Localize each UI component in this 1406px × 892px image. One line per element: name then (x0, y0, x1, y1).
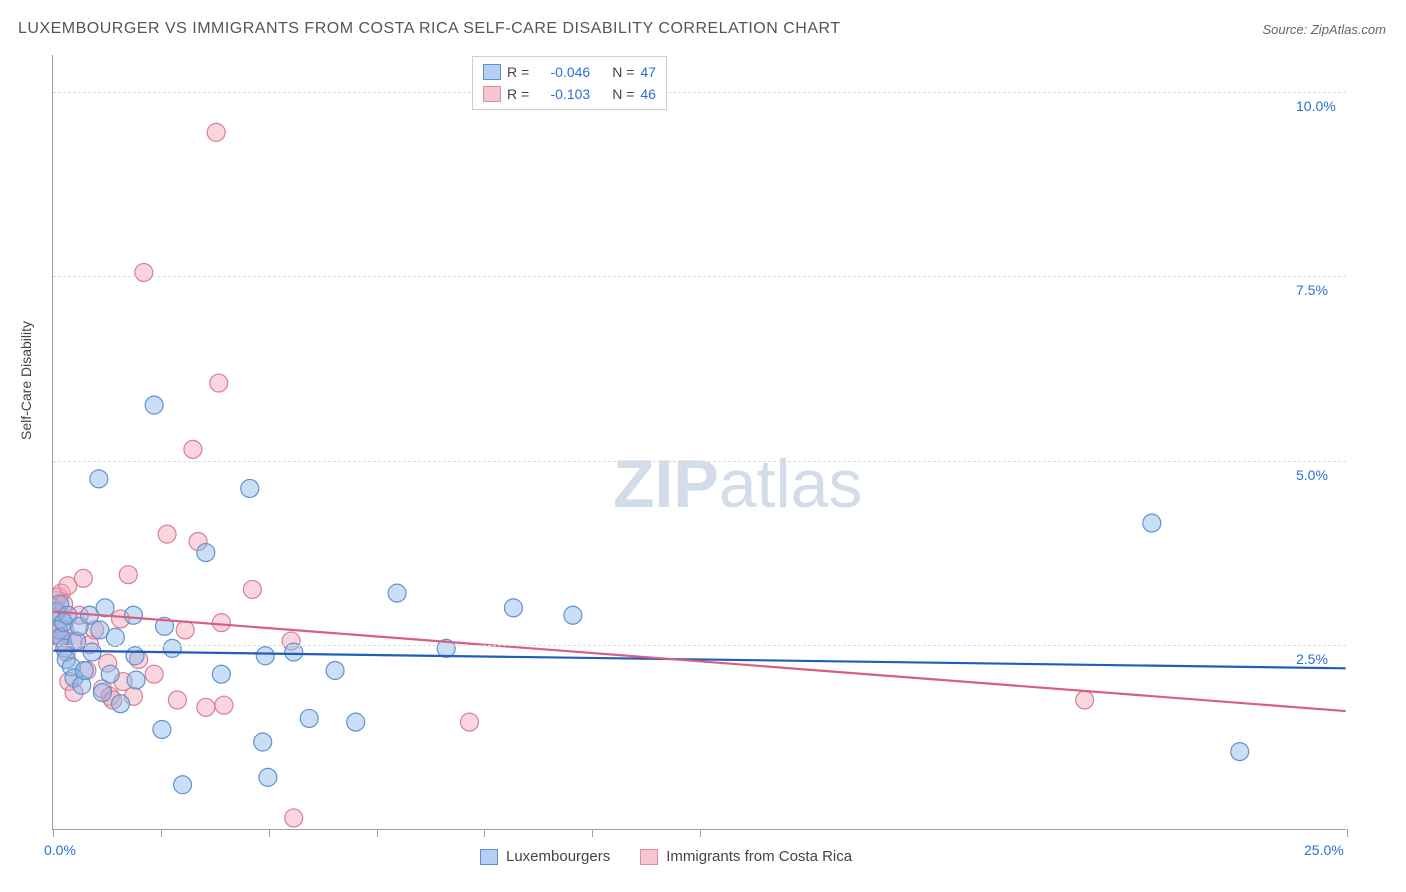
scatter-point (347, 713, 365, 731)
scatter-point (197, 544, 215, 562)
scatter-point (126, 647, 144, 665)
scatter-point (90, 470, 108, 488)
legend-stats-box: R = -0.046 N = 47 R = -0.103 N = 46 (472, 56, 667, 110)
legend-item-costa-rica: Immigrants from Costa Rica (640, 848, 852, 865)
scatter-point (106, 628, 124, 646)
r-label: R = (507, 64, 529, 80)
scatter-point (285, 809, 303, 827)
trend-line (53, 651, 1345, 669)
legend-stats-row-1: R = -0.046 N = 47 (483, 61, 656, 83)
scatter-point (259, 768, 277, 786)
scatter-point (1076, 691, 1094, 709)
legend-item-luxembourgers: Luxembourgers (480, 848, 610, 865)
trend-line (53, 612, 1345, 712)
scatter-point (168, 691, 186, 709)
scatter-point (119, 566, 137, 584)
scatter-point (215, 696, 233, 714)
r-value: -0.046 (535, 64, 590, 80)
scatter-point (153, 720, 171, 738)
y-tick-label: 10.0% (1296, 98, 1336, 114)
scatter-point (210, 374, 228, 392)
scatter-point (112, 695, 130, 713)
scatter-point (75, 662, 93, 680)
scatter-point (158, 525, 176, 543)
n-value: 47 (640, 64, 656, 80)
scatter-point (1143, 514, 1161, 532)
scatter-point (176, 621, 194, 639)
legend-label: Luxembourgers (506, 848, 610, 865)
scatter-point (254, 733, 272, 751)
legend-series: Luxembourgers Immigrants from Costa Rica (480, 848, 852, 865)
n-label: N = (612, 86, 634, 102)
source-name: ZipAtlas.com (1311, 22, 1386, 37)
scatter-point (207, 123, 225, 141)
scatter-point (241, 479, 259, 497)
scatter-point (1231, 743, 1249, 761)
scatter-point (256, 647, 274, 665)
y-tick-label: 5.0% (1296, 467, 1328, 483)
square-icon (480, 849, 498, 865)
y-tick-label: 7.5% (1296, 282, 1328, 298)
scatter-point (145, 665, 163, 683)
scatter-point (326, 662, 344, 680)
scatter-point (504, 599, 522, 617)
square-icon (483, 86, 501, 102)
y-axis-label: Self-Care Disability (18, 321, 34, 440)
r-value: -0.103 (535, 86, 590, 102)
scatter-point (135, 263, 153, 281)
scatter-point (460, 713, 478, 731)
scatter-point (300, 709, 318, 727)
source-prefix: Source: (1262, 22, 1310, 37)
scatter-point (564, 606, 582, 624)
scatter-point (197, 698, 215, 716)
r-label: R = (507, 86, 529, 102)
chart-title: LUXEMBOURGER VS IMMIGRANTS FROM COSTA RI… (18, 20, 841, 38)
scatter-point (243, 580, 261, 598)
scatter-point (212, 614, 230, 632)
scatter-point (163, 639, 181, 657)
scatter-point (127, 671, 145, 689)
y-tick-label: 2.5% (1296, 651, 1328, 667)
legend-label: Immigrants from Costa Rica (666, 848, 852, 865)
scatter-point (174, 776, 192, 794)
scatter-point (74, 569, 92, 587)
legend-stats-row-2: R = -0.103 N = 46 (483, 83, 656, 105)
x-tick-label: 0.0% (44, 842, 76, 858)
plot-area: ZIPatlas (52, 55, 1346, 830)
x-tick-label: 25.0% (1304, 842, 1344, 858)
scatter-point (184, 440, 202, 458)
n-value: 46 (640, 86, 656, 102)
scatter-point (101, 665, 119, 683)
square-icon (640, 849, 658, 865)
chart-svg (53, 55, 1346, 829)
source-attribution: Source: ZipAtlas.com (1262, 22, 1386, 37)
scatter-point (145, 396, 163, 414)
scatter-point (212, 665, 230, 683)
n-label: N = (612, 64, 634, 80)
scatter-point (93, 684, 111, 702)
scatter-point (124, 606, 142, 624)
square-icon (483, 64, 501, 80)
scatter-point (388, 584, 406, 602)
